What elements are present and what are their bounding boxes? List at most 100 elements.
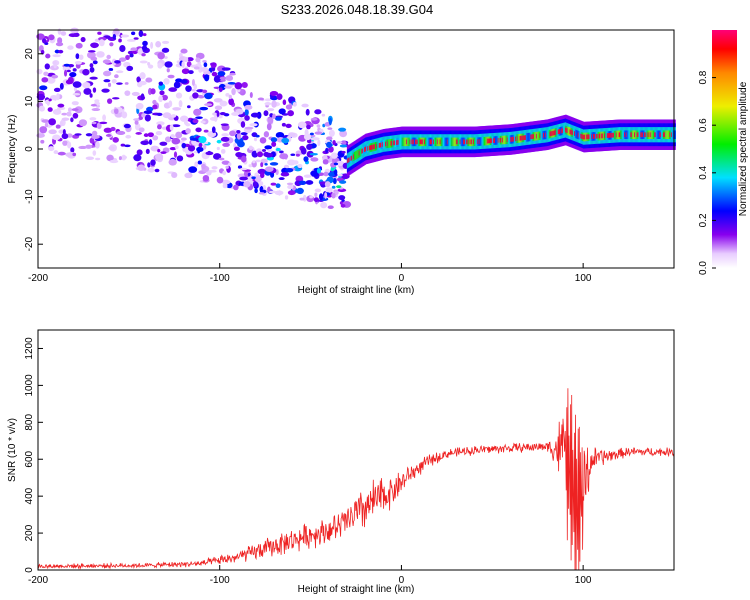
spectrogram-cell <box>455 137 457 147</box>
spectrogram-cell <box>331 192 336 199</box>
spectrogram-cell <box>303 133 312 141</box>
spectrogram-cell <box>385 139 388 149</box>
spectrogram-cell <box>126 65 134 72</box>
spectrogram-cell <box>270 182 277 186</box>
spectrogram-y-tick-label: 20 <box>24 48 35 60</box>
spectrogram-cell <box>198 136 207 144</box>
spectrogram-cell <box>461 137 464 147</box>
spectrogram-cell <box>626 130 629 140</box>
spectrogram-cell <box>339 180 347 184</box>
spectrogram-cell <box>580 133 583 139</box>
spectrogram-cell <box>150 145 160 152</box>
spectrogram-cell <box>150 159 156 166</box>
spectrogram-cell <box>464 139 466 145</box>
spectrogram-cell <box>369 145 372 151</box>
spectrogram-cell <box>217 71 226 77</box>
spectrogram-cell <box>123 123 131 129</box>
spectrogram-cell <box>191 78 195 87</box>
spectrogram-cell <box>455 139 458 145</box>
spectrogram-cell <box>515 134 518 144</box>
spectrogram-y-tick-label: 10 <box>24 95 35 107</box>
spectrogram-cell <box>594 132 597 141</box>
spectrogram-cell <box>83 88 92 95</box>
spectrogram-cell <box>425 137 427 147</box>
spectrogram-cell <box>239 167 248 171</box>
spectrogram-cell <box>581 134 584 139</box>
spectrogram-cell <box>404 137 406 147</box>
spectrogram-cell <box>272 113 276 120</box>
spectrogram-cell <box>197 160 203 165</box>
spectrogram-cell <box>476 139 479 145</box>
spectrogram-cell <box>425 137 428 147</box>
spectrogram-cell <box>90 42 99 48</box>
spectrogram-cell <box>298 180 307 186</box>
spectrogram-cell <box>650 132 653 138</box>
spectrogram-cell <box>195 57 201 63</box>
spectrogram-cell <box>462 137 465 147</box>
spectrogram-cell <box>435 137 437 147</box>
spectrogram-cell <box>558 129 561 135</box>
spectrogram-cell <box>299 197 305 201</box>
spectrogram-cell <box>612 132 615 138</box>
spectrogram-cell <box>136 149 143 156</box>
spectrogram-cell <box>449 137 452 147</box>
spectrogram-cell <box>549 131 552 137</box>
spectrogram-cell <box>92 150 97 156</box>
spectrogram-cell <box>568 127 571 136</box>
spectrogram-cell <box>44 99 50 104</box>
spectrogram-cell <box>497 137 500 143</box>
spectrogram-cell <box>152 104 158 110</box>
spectrogram-cell <box>466 139 469 145</box>
spectrogram-cell <box>534 131 537 141</box>
spectrogram-cell <box>286 182 294 186</box>
spectrogram-cell <box>643 130 645 140</box>
spectrogram-cell <box>326 136 333 141</box>
spectrogram-cell <box>584 134 586 140</box>
spectrogram-cell <box>94 99 100 103</box>
spectrogram-cell <box>67 45 74 50</box>
spectrogram-cell <box>400 137 403 147</box>
spectrogram-cell <box>181 61 185 68</box>
spectrogram-cell <box>48 146 55 152</box>
spectrogram-cell <box>327 205 334 209</box>
spectrogram-cell <box>261 149 267 152</box>
spectrogram-cell <box>341 150 346 154</box>
spectrogram-cell <box>390 140 393 146</box>
spectrogram-cell <box>204 92 213 100</box>
spectrogram-cell <box>611 132 614 138</box>
spectrogram-cell <box>158 95 163 103</box>
spectrogram-cell <box>604 131 607 140</box>
spectrogram-cell <box>521 135 524 141</box>
spectrogram-cell <box>583 134 585 140</box>
spectrogram-cell <box>107 98 113 104</box>
snr-frame <box>37 329 675 571</box>
spectrogram-cell <box>563 126 565 135</box>
spectrogram-cell <box>539 133 542 139</box>
spectrogram-cell <box>653 130 655 140</box>
spectrogram-cell <box>424 139 426 145</box>
spectrogram-cell <box>121 111 128 119</box>
spectrogram-cell <box>541 131 544 140</box>
spectrogram-cell <box>475 137 478 147</box>
spectrogram-cell <box>82 68 90 76</box>
spectrogram-cell <box>333 169 338 176</box>
spectrogram-cell <box>108 146 115 151</box>
spectrogram-cell <box>44 42 49 46</box>
spectrogram-cell <box>275 147 281 152</box>
spectrogram-cell <box>437 137 440 147</box>
spectrogram-cell <box>290 153 296 156</box>
spectrogram-cell <box>38 105 46 112</box>
spectrogram-cell <box>364 147 366 152</box>
spectrogram-cell <box>133 37 139 40</box>
spectrogram-cell <box>264 162 268 166</box>
spectrogram-cell <box>111 79 117 84</box>
spectrogram-cell <box>45 53 51 59</box>
spectrogram-cell <box>287 184 294 190</box>
spectrogram-cell <box>665 130 668 140</box>
spectrogram-cell <box>559 129 562 134</box>
spectrogram-cell <box>585 134 588 140</box>
spectrogram-cell <box>250 112 260 118</box>
spectrogram-cell <box>147 168 155 173</box>
spectrogram-cell <box>371 144 374 150</box>
spectrogram-cell <box>448 137 451 147</box>
